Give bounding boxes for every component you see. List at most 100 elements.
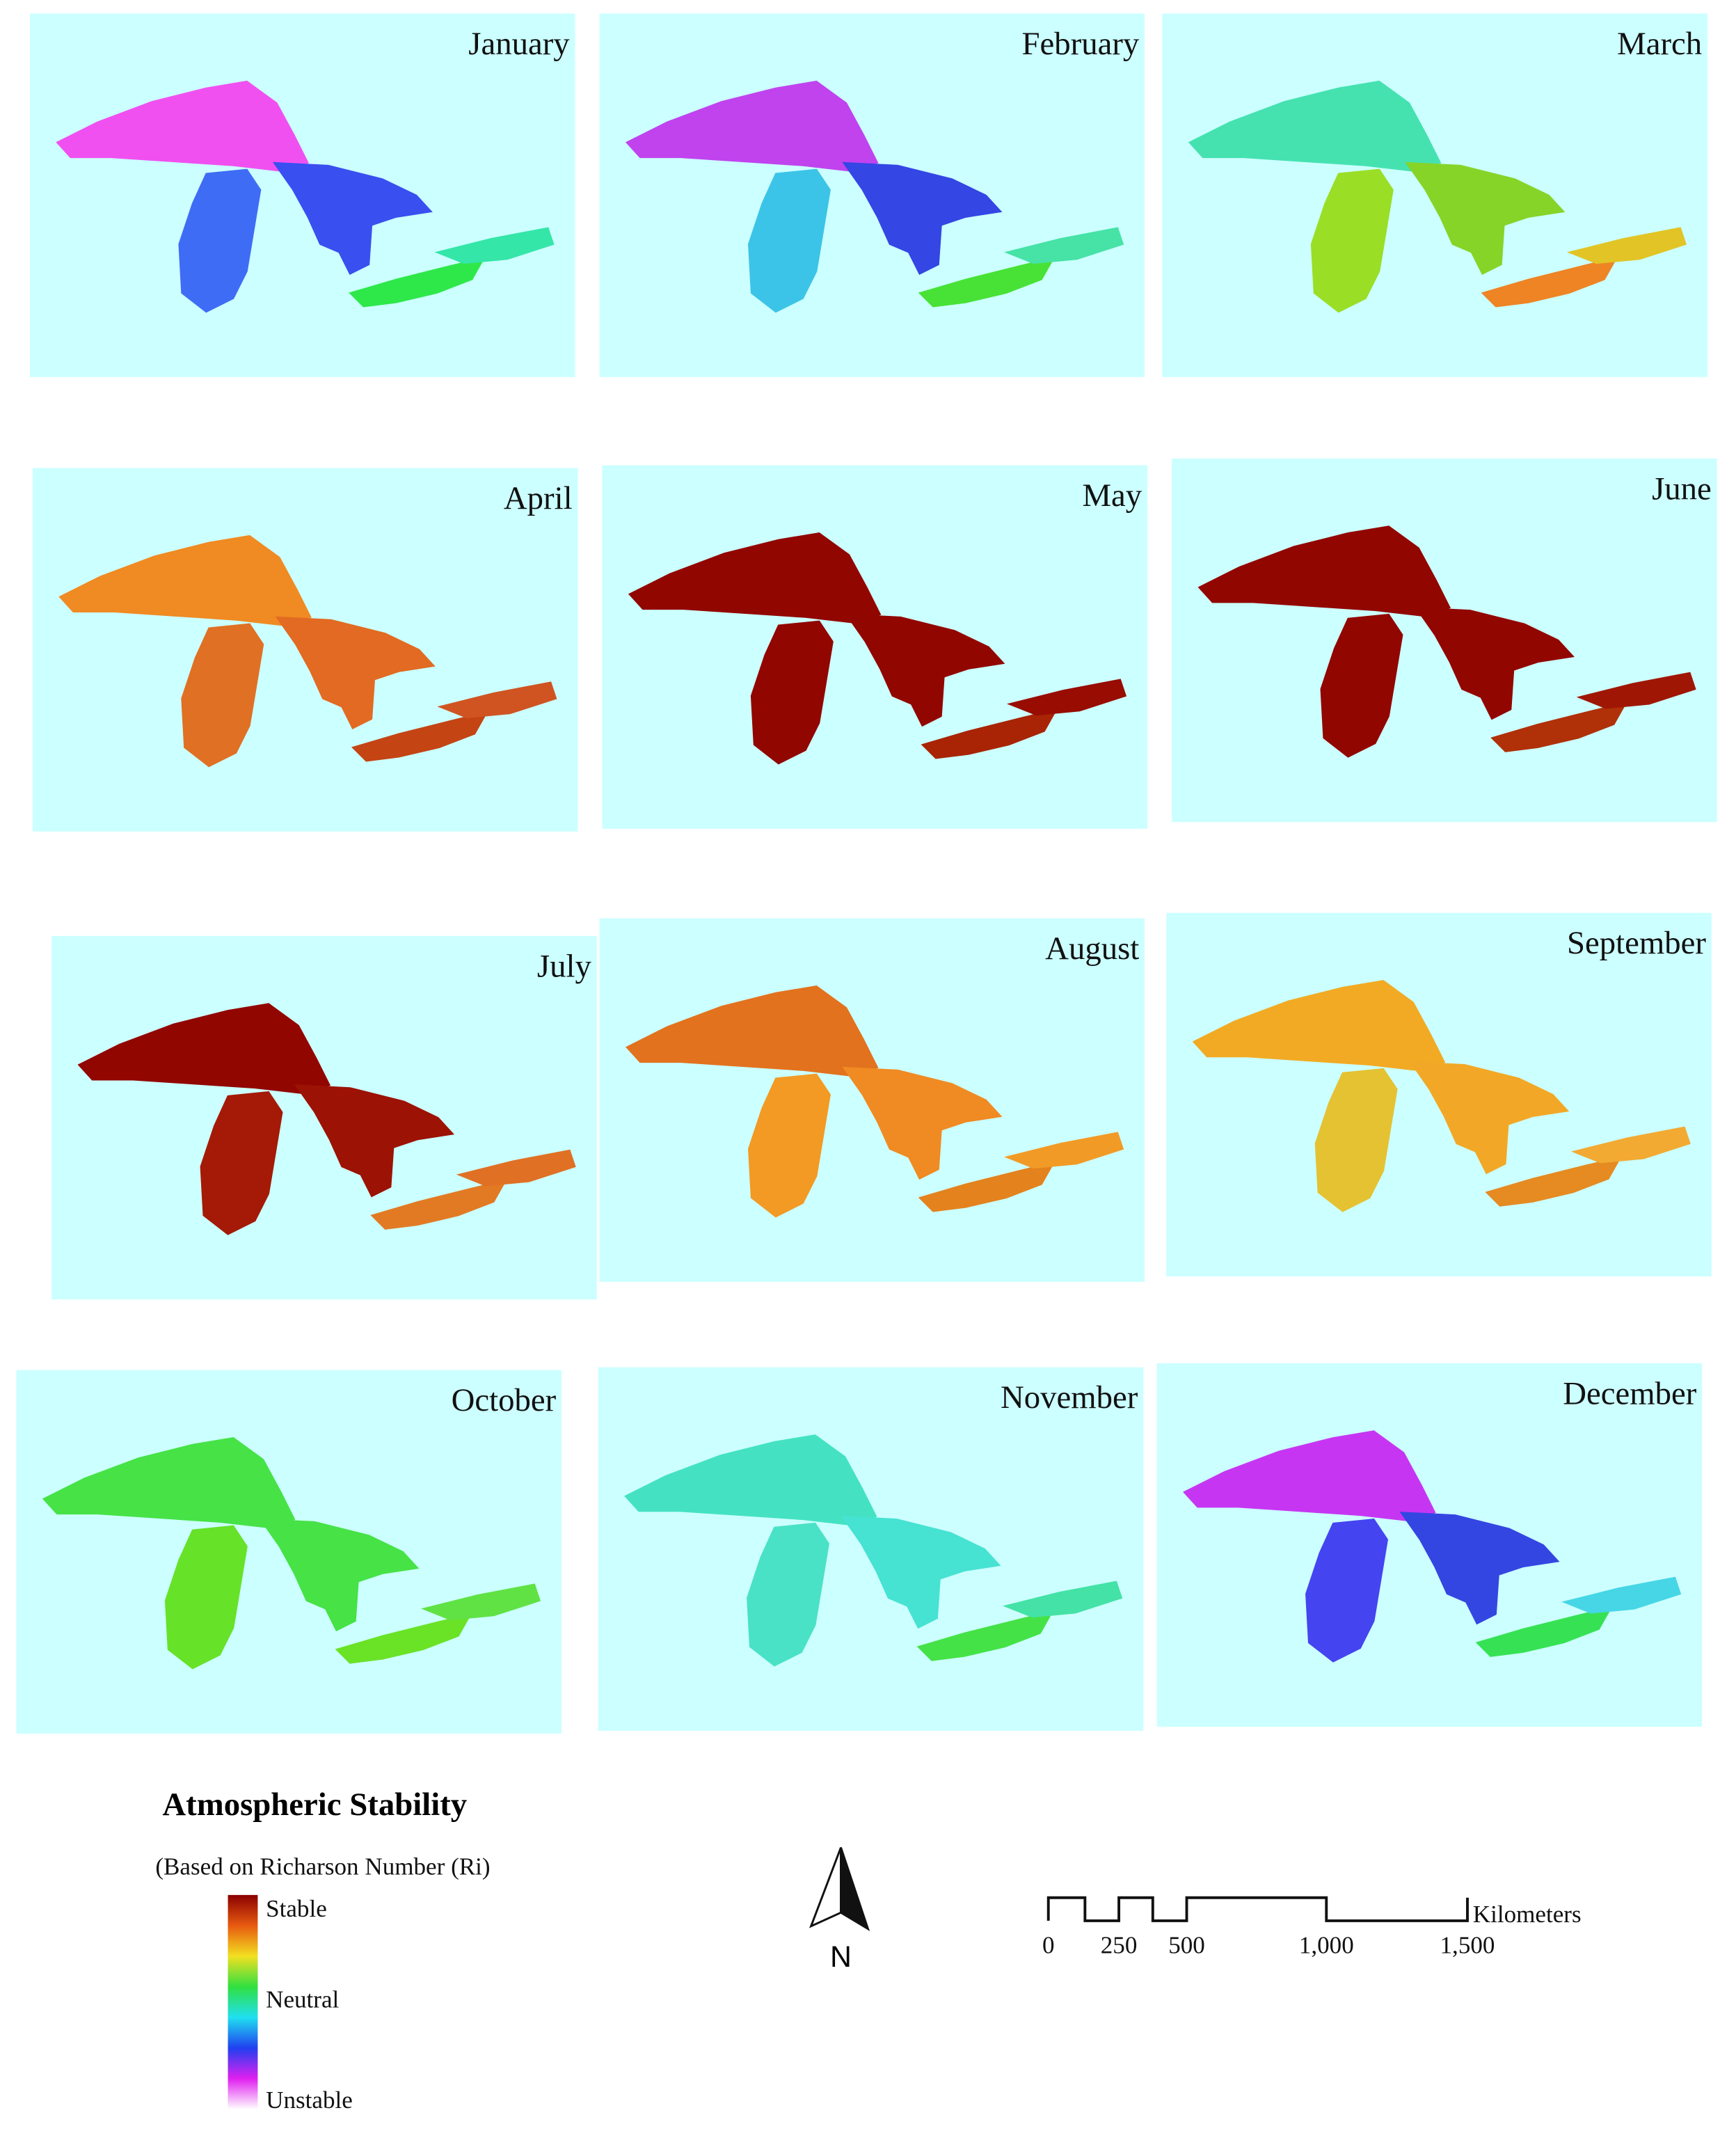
lake bbox=[1475, 1606, 1613, 1657]
lake bbox=[1007, 679, 1127, 716]
lake bbox=[77, 1003, 331, 1094]
scale-line bbox=[1046, 1896, 1469, 1922]
lake bbox=[841, 1515, 1001, 1629]
month-label: January bbox=[468, 26, 570, 62]
scale-label: 0 bbox=[1042, 1932, 1055, 1959]
lake bbox=[625, 985, 879, 1077]
scale-label: 1,000 bbox=[1299, 1932, 1354, 1959]
lake bbox=[1414, 607, 1575, 720]
month-label: April bbox=[504, 480, 573, 516]
month-label: December bbox=[1563, 1375, 1697, 1411]
lake bbox=[1320, 613, 1403, 758]
lake bbox=[747, 1522, 830, 1667]
color-bar bbox=[228, 1894, 258, 2109]
lake bbox=[1188, 80, 1442, 172]
lake bbox=[1567, 227, 1687, 264]
north-label: N bbox=[830, 1940, 852, 1974]
map-panel: November bbox=[598, 1367, 1144, 1732]
lake bbox=[164, 1525, 248, 1670]
lake bbox=[1570, 1126, 1691, 1164]
map-panel: December bbox=[1156, 1363, 1703, 1727]
lake bbox=[842, 161, 1003, 276]
lake bbox=[625, 80, 879, 172]
lake bbox=[624, 1434, 877, 1526]
lake bbox=[1481, 256, 1618, 308]
lake bbox=[628, 532, 882, 624]
lake bbox=[747, 168, 831, 313]
legend-label: Stable bbox=[266, 1895, 327, 1922]
scale-label: 500 bbox=[1168, 1932, 1205, 1959]
month-label: October bbox=[452, 1382, 557, 1418]
lake bbox=[200, 1091, 283, 1235]
lake bbox=[370, 1179, 508, 1230]
map-panel: May bbox=[602, 465, 1148, 829]
map-panel: August bbox=[599, 918, 1145, 1282]
map-panel: February bbox=[599, 13, 1145, 377]
scale-bar: 0 250 500 1,000 1,500 Kilometers bbox=[1042, 1896, 1582, 1959]
lake bbox=[42, 1436, 296, 1528]
month-label: August bbox=[1045, 930, 1139, 967]
map-grid: January February March April May June July Augu… bbox=[16, 13, 1717, 1734]
lake bbox=[259, 1518, 420, 1632]
arrow-right bbox=[840, 1847, 870, 1931]
lake bbox=[434, 227, 555, 264]
month-label: July bbox=[537, 948, 592, 984]
lake bbox=[1192, 980, 1446, 1071]
lake bbox=[1485, 1156, 1623, 1207]
lake bbox=[916, 1610, 1054, 1661]
legend-title: Atmospheric Stability bbox=[162, 1787, 467, 1823]
lake bbox=[275, 616, 436, 729]
lake bbox=[1409, 1061, 1570, 1175]
lake bbox=[1197, 525, 1451, 617]
lake bbox=[845, 613, 1005, 727]
lake bbox=[181, 623, 264, 768]
lake bbox=[1004, 227, 1124, 264]
map-panel: October bbox=[16, 1370, 562, 1734]
lake bbox=[918, 256, 1056, 308]
lake bbox=[1310, 168, 1394, 313]
lake bbox=[294, 1084, 455, 1198]
lake bbox=[1576, 672, 1696, 709]
legend-label: Unstable bbox=[266, 2086, 353, 2114]
legend-label: Neutral bbox=[266, 1986, 339, 2013]
lake bbox=[335, 1613, 472, 1664]
lake bbox=[351, 711, 488, 762]
scale-unit: Kilometers bbox=[1473, 1901, 1582, 1928]
lake bbox=[1561, 1576, 1682, 1614]
lake bbox=[1305, 1518, 1389, 1663]
scale-label: 1,500 bbox=[1440, 1932, 1495, 1959]
lake bbox=[750, 620, 834, 765]
map-panel: April bbox=[32, 468, 578, 832]
lake bbox=[1183, 1430, 1436, 1521]
map-panel: July bbox=[51, 935, 597, 1300]
map-panel: January bbox=[29, 13, 575, 377]
month-label: November bbox=[1001, 1379, 1138, 1416]
lake bbox=[349, 256, 486, 308]
lake bbox=[421, 1583, 541, 1621]
map-panel: March bbox=[1162, 13, 1707, 377]
lake bbox=[58, 534, 312, 626]
lake bbox=[1004, 1132, 1124, 1169]
map-panel: September bbox=[1166, 912, 1712, 1277]
lake bbox=[1399, 1512, 1560, 1625]
lake bbox=[1314, 1068, 1398, 1212]
month-label: June bbox=[1652, 470, 1712, 507]
arrow-left bbox=[809, 1847, 842, 1928]
lake bbox=[1490, 702, 1627, 752]
lake bbox=[178, 168, 262, 313]
month-label: May bbox=[1082, 477, 1142, 514]
lake bbox=[747, 1073, 831, 1218]
month-label: September bbox=[1567, 925, 1706, 961]
scale-label: 250 bbox=[1101, 1932, 1138, 1959]
map-panel: June bbox=[1172, 458, 1717, 823]
lake bbox=[1405, 161, 1566, 276]
lake bbox=[437, 681, 557, 719]
north-arrow: N bbox=[809, 1847, 870, 1974]
legend-subtitle: (Based on Richarson Number (Ri) bbox=[155, 1853, 490, 1880]
lake bbox=[921, 708, 1058, 759]
legend: Atmospheric Stability (Based on Richarso… bbox=[155, 1787, 490, 2114]
lake bbox=[842, 1066, 1003, 1180]
lake bbox=[456, 1149, 576, 1187]
month-label: March bbox=[1617, 26, 1702, 62]
